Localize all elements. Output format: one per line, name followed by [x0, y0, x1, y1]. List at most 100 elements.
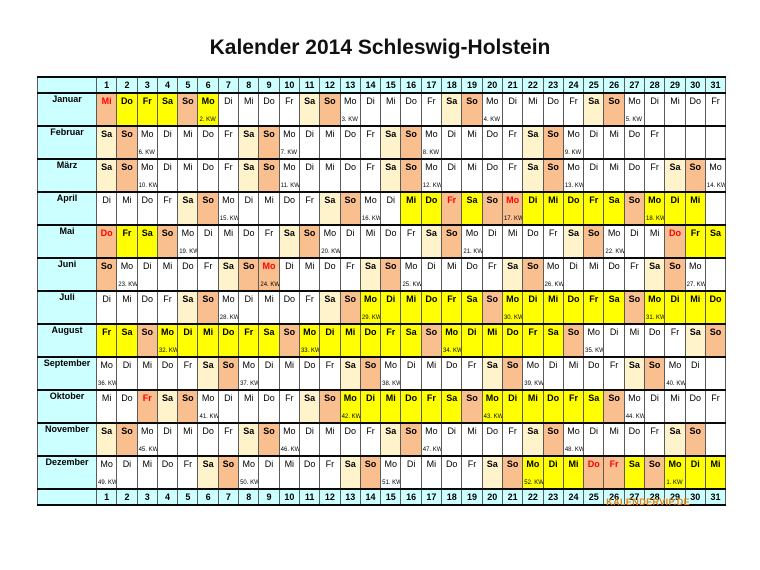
- weekday-label: Sa: [588, 96, 600, 106]
- day-cell: Mo 39. KW: [522, 356, 544, 391]
- day-cell: Fr: [298, 191, 321, 226]
- calendar-week-label: [442, 322, 461, 323]
- day-cell: Fr: [501, 158, 524, 193]
- weekday-label: Sa: [446, 393, 458, 403]
- calendar-week-label: [604, 190, 623, 191]
- calendar-week-label: [381, 223, 400, 224]
- calendar-week-label: [361, 454, 380, 455]
- calendar-week-label: [381, 355, 400, 356]
- weekday-label: Mo: [364, 195, 377, 205]
- calendar-week-label: [625, 256, 644, 257]
- day-cell: Mi: [177, 158, 199, 193]
- day-cell: Mo 32. KW: [156, 323, 179, 358]
- day-cell: Sa: [177, 191, 199, 226]
- calendar-week-label: [503, 487, 522, 488]
- weekday-label: Fr: [102, 327, 112, 337]
- weekday-label: Fr: [711, 393, 720, 403]
- weekday-label: Mi: [649, 228, 660, 238]
- weekday-label: So: [608, 393, 620, 403]
- day-cell: Mi: [177, 125, 199, 160]
- weekday-label: Mi: [426, 360, 437, 370]
- calendar-week-label: [239, 289, 258, 290]
- calendar-week-label: [361, 289, 380, 290]
- month-row-august: August Fr Sa So Mo 32. KW Di Mi Do Fr Sa So Mo 33. KW…: [37, 323, 727, 358]
- weekday-label: Di: [305, 426, 314, 436]
- calendar-week-label: 5. KW: [625, 117, 643, 123]
- weekday-label: Fr: [670, 327, 680, 337]
- day-cell: Mi: [156, 257, 179, 292]
- empty-day-cell: [704, 422, 727, 457]
- day-cell: Mo 8. KW: [420, 125, 443, 160]
- weekday-label: Do: [385, 228, 397, 238]
- day-cell: Di: [339, 224, 361, 259]
- calendar-week-label: 49. KW: [98, 480, 117, 486]
- calendar-week-label: [280, 388, 299, 389]
- day-cell: Fr: [562, 92, 585, 127]
- weekday-label: So: [527, 261, 539, 271]
- empty-day-cell: [664, 125, 686, 160]
- day-cell: Sa: [542, 323, 564, 358]
- day-cell: Fr: [156, 191, 179, 226]
- weekday-label: Mo: [323, 228, 337, 238]
- weekday-label: Mi: [609, 426, 619, 436]
- calendar-week-label: [138, 388, 157, 389]
- day-cell: Mi: [562, 455, 585, 490]
- calendar-week-label: [158, 256, 177, 257]
- day-number-header: 5: [177, 76, 199, 94]
- day-cell: Do: [644, 323, 666, 358]
- day-cell: Mi: [238, 389, 260, 424]
- weekday-label: Do: [567, 195, 580, 205]
- day-cell: Mi: [583, 257, 605, 292]
- weekday-label: Do: [120, 96, 133, 106]
- day-cell: Mi: [278, 455, 300, 490]
- weekday-label: Fr: [325, 459, 335, 469]
- day-cell: Mi: [704, 455, 727, 490]
- calendar-week-label: [584, 289, 603, 290]
- weekday-label: Di: [264, 360, 274, 370]
- calendar-week-label: [544, 388, 563, 389]
- weekday-label: Mi: [162, 261, 173, 271]
- weekday-label: Sa: [547, 327, 559, 337]
- weekday-label: Mo: [181, 228, 195, 238]
- day-cell: Sa: [339, 455, 361, 490]
- weekday-label: Sa: [243, 426, 255, 436]
- calendar-week-label: 1. KW: [666, 480, 683, 486]
- calendar-week-label: [259, 157, 278, 158]
- calendar-week-label: 52. KW: [524, 480, 544, 486]
- weekday-label: Sa: [689, 327, 701, 337]
- calendar-week-label: [178, 289, 197, 290]
- weekday-label: Di: [163, 129, 172, 139]
- weekday-label: Di: [366, 393, 375, 403]
- calendar-week-label: [158, 487, 177, 488]
- calendar-week-label: [381, 124, 400, 125]
- weekday-label: Do: [324, 261, 336, 271]
- calendar-week-label: 9. KW: [564, 150, 582, 156]
- weekday-label: Do: [587, 459, 600, 469]
- day-cell: Mo 17. KW: [501, 191, 524, 226]
- weekday-label: Di: [548, 360, 558, 370]
- day-cell: So: [583, 224, 605, 259]
- weekday-label: Mo: [242, 459, 255, 469]
- weekday-label: Mo: [425, 129, 438, 139]
- weekday-label: Do: [202, 129, 214, 139]
- weekday-label: Mi: [568, 459, 579, 469]
- day-cell: Mo 28. KW: [217, 290, 240, 325]
- day-cell: Sa: [704, 224, 727, 259]
- calendar-week-label: [686, 190, 705, 191]
- calendar-week-label: [686, 124, 705, 125]
- calendar-week-label: [706, 124, 725, 125]
- weekday-label: Mo: [222, 294, 235, 304]
- day-cell: Mo 26. KW: [542, 257, 564, 292]
- day-cell: Di: [522, 290, 544, 325]
- day-cell: So: [95, 257, 118, 292]
- day-cell: Di: [603, 323, 625, 358]
- day-cell: Sa: [380, 125, 402, 160]
- calendar-week-label: [665, 355, 684, 356]
- day-cell: Do: [197, 422, 219, 457]
- weekday-label: Sa: [385, 162, 397, 172]
- brand-link[interactable]: KALENDERVIP.DE: [606, 497, 690, 507]
- weekday-label: Do: [222, 327, 235, 337]
- calendar-week-label: [544, 190, 563, 191]
- weekday-label: Fr: [224, 426, 233, 436]
- day-number-header: 14: [359, 76, 382, 94]
